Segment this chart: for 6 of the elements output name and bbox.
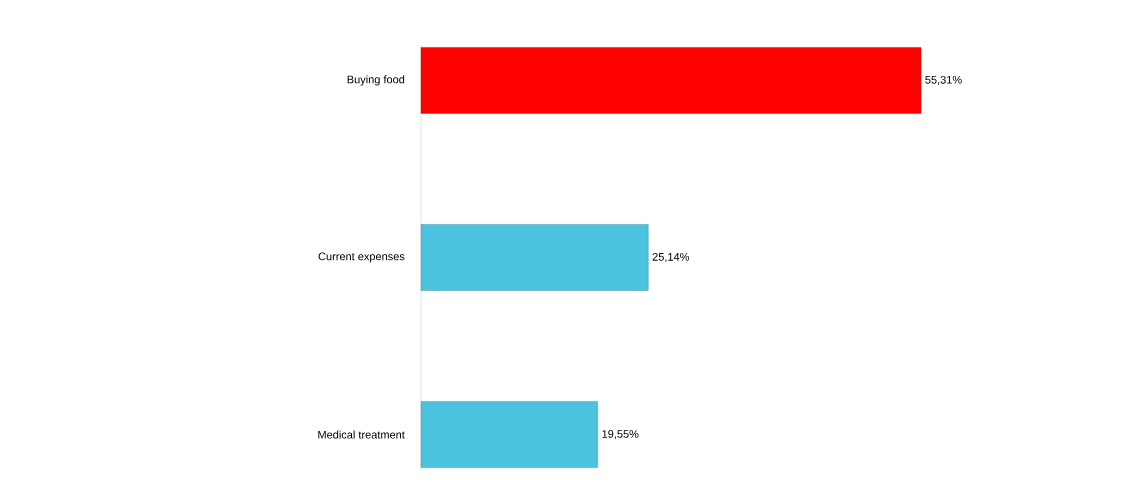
y-tick-label: Current expenses bbox=[318, 252, 405, 263]
y-tick-label: Buying food bbox=[347, 75, 405, 86]
data-label: 19,55% bbox=[602, 430, 639, 440]
data-label: 25,14% bbox=[652, 252, 690, 263]
data-label: 55,31% bbox=[925, 75, 962, 85]
y-tick-label: Medical treatment bbox=[318, 430, 405, 439]
